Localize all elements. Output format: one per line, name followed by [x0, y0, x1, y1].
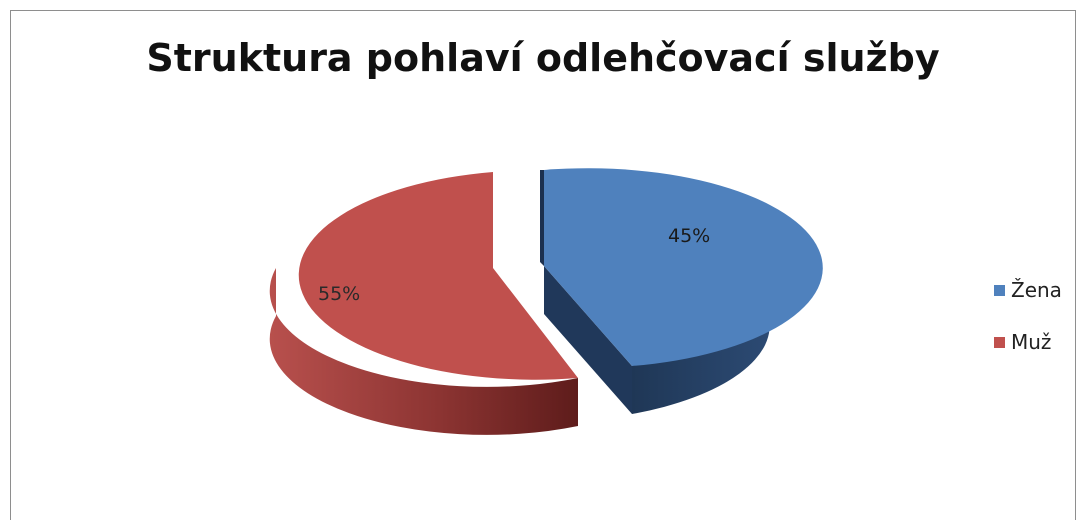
legend-swatch-zena — [994, 284, 1005, 296]
slice-zena-left-edge — [540, 170, 544, 266]
slice-muz-side — [269, 268, 578, 435]
legend: Žena Muž — [994, 278, 1062, 382]
slice-zena-label: 45% — [668, 225, 710, 247]
slice-muz-label: 55% — [318, 283, 360, 305]
chart-title: Struktura pohlaví odlehčovací služby — [146, 36, 940, 80]
slice-zena-cut — [544, 266, 632, 414]
slice-muz: 55% — [269, 172, 578, 435]
legend-label-zena: Žena — [1011, 278, 1062, 302]
slice-zena-top — [544, 168, 823, 366]
legend-item-muz: Muž — [994, 330, 1062, 354]
slice-zena: 45% — [540, 168, 823, 414]
slice-muz-top — [298, 172, 578, 380]
legend-label-muz: Muž — [1011, 330, 1052, 354]
legend-swatch-muz — [994, 336, 1005, 348]
legend-item-zena: Žena — [994, 278, 1062, 302]
